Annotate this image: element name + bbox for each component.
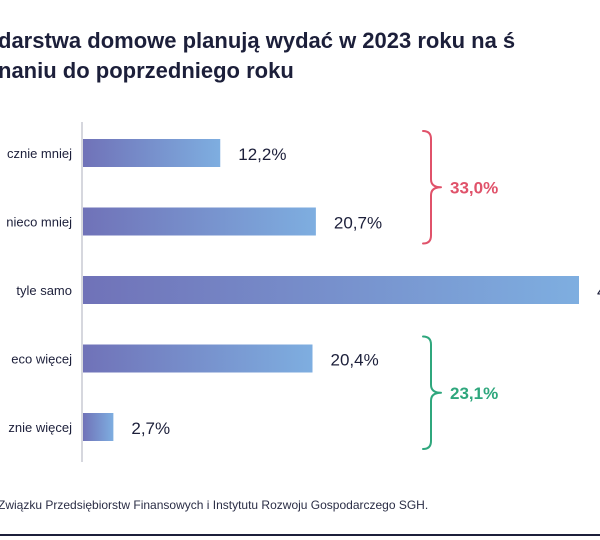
value-label-2: 4 [597, 282, 600, 301]
value-label-0: 12,2% [238, 145, 286, 164]
chart-title-line-2: naniu do poprzedniego roku [0, 58, 294, 83]
category-label-1: nieco mniej [6, 215, 72, 230]
bracket-1 [422, 335, 442, 450]
category-label-2: tyle samo [16, 283, 72, 298]
value-label-3: 20,4% [331, 351, 379, 370]
bracket-0 [422, 130, 442, 245]
source-note: Związku Przedsiębiorstw Finansowych i In… [0, 498, 429, 512]
chart-title-line-1: darstwa domowe planują wydać w 2023 roku… [0, 28, 516, 53]
bar-2 [83, 276, 579, 304]
bar-1 [83, 207, 316, 236]
bar-4 [83, 413, 114, 441]
chart-title: darstwa domowe planują wydać w 2023 roku… [0, 26, 600, 86]
bottom-rule [0, 534, 600, 536]
category-label-4: znie więcej [8, 420, 72, 435]
value-label-4: 2,7% [131, 419, 170, 438]
category-label-3: eco więcej [11, 352, 72, 367]
bar-0 [83, 139, 221, 167]
bracket-label-0: 33,0% [450, 178, 498, 197]
value-label-1: 20,7% [334, 214, 382, 233]
bar-3 [83, 344, 313, 373]
category-label-0: cznie mniej [7, 146, 72, 161]
bracket-label-1: 23,1% [450, 384, 498, 403]
